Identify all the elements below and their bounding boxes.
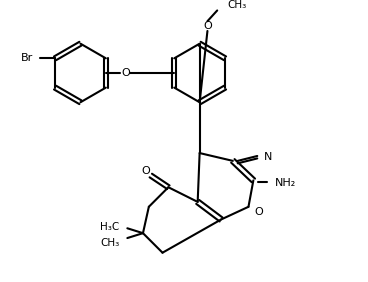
Text: Br: Br (21, 53, 33, 63)
Text: O: O (254, 207, 263, 217)
Text: CH₃: CH₃ (227, 0, 246, 10)
Text: H₃C: H₃C (100, 222, 120, 232)
Text: O: O (121, 68, 130, 78)
Text: N: N (264, 152, 272, 162)
Text: CH₃: CH₃ (100, 238, 120, 248)
Text: O: O (203, 21, 212, 31)
Text: O: O (142, 166, 150, 176)
Text: NH₂: NH₂ (275, 178, 296, 188)
